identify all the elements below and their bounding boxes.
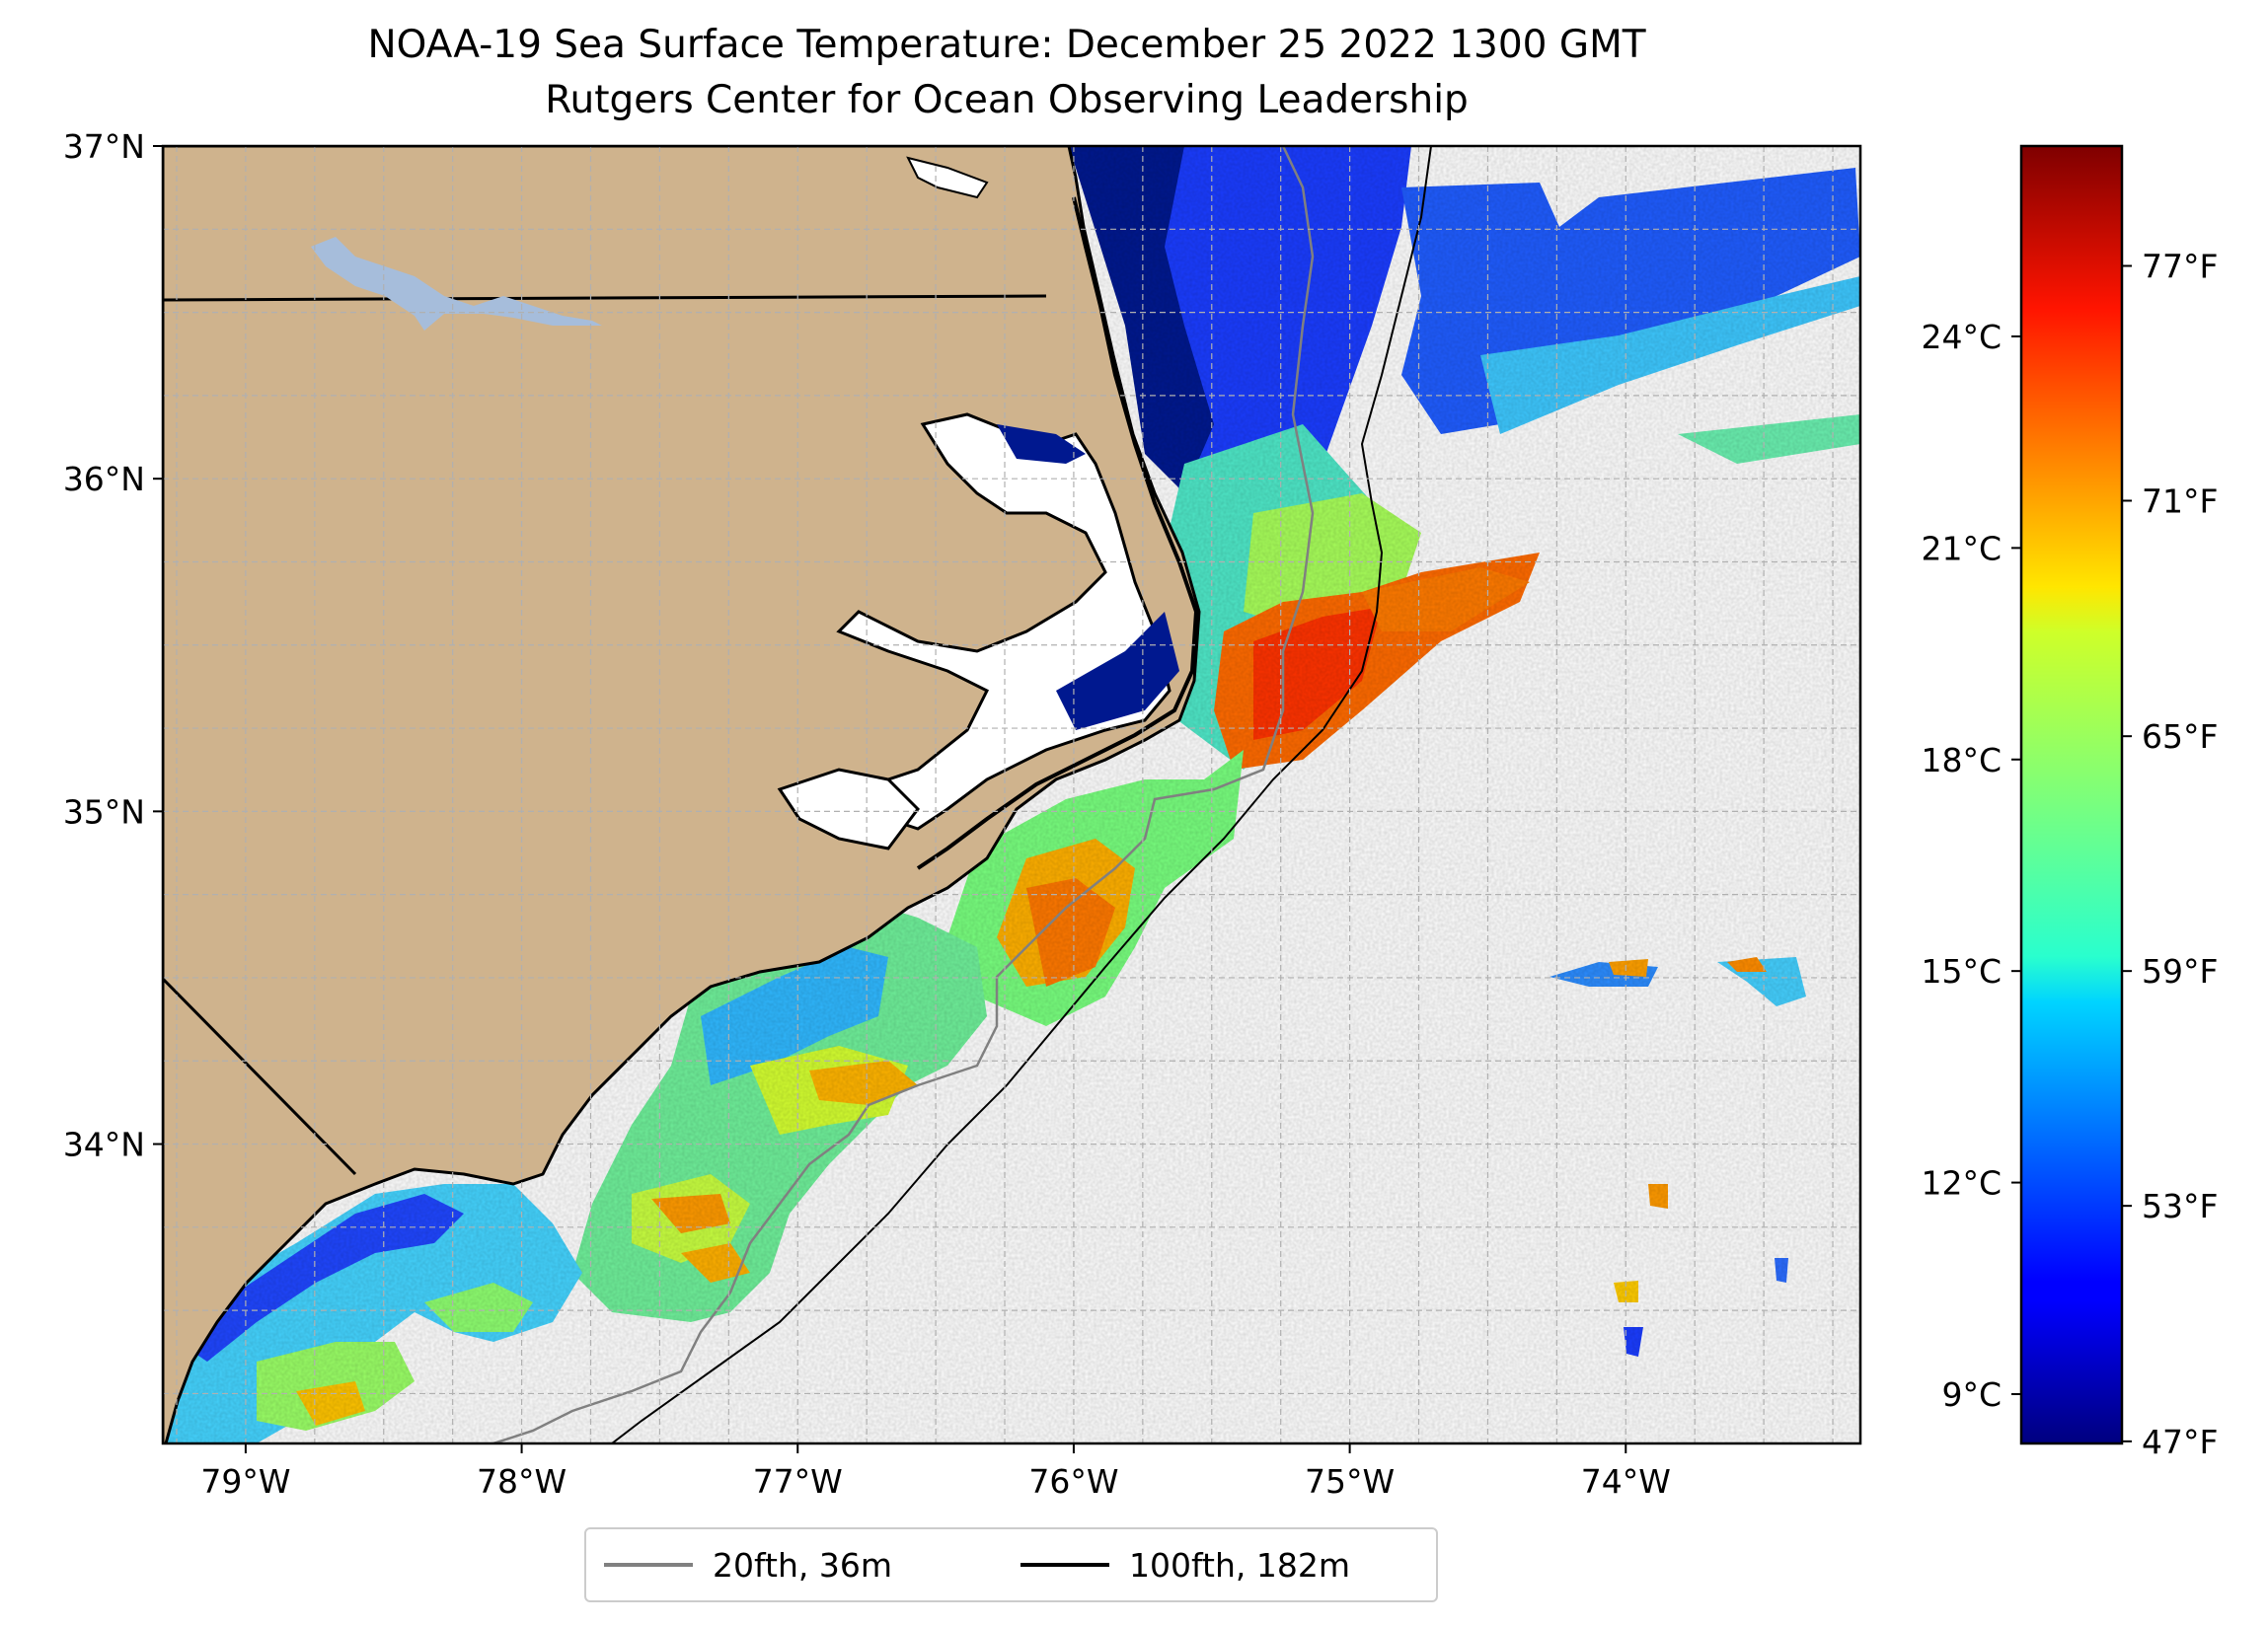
- va-nc-border: [163, 294, 1047, 302]
- colorbar-f-label: 65°F: [2142, 717, 2218, 756]
- nc-sc-border: [163, 977, 357, 1176]
- legend-swatch-100fth: [1021, 1563, 1109, 1567]
- colorbar-c-label: 15°C: [1921, 952, 2002, 991]
- gridlines: [163, 146, 1860, 1443]
- colorbar-f-label: 59°F: [2142, 952, 2218, 991]
- outer-banks: [916, 196, 1199, 870]
- x-tick-label: 77°W: [753, 1462, 843, 1501]
- colorbar-f-label: 71°F: [2142, 481, 2218, 520]
- x-tick-label: 79°W: [200, 1462, 290, 1501]
- colorbar-f-label: 53°F: [2142, 1187, 2218, 1225]
- legend: 20fth, 36m 100fth, 182m: [584, 1527, 1438, 1602]
- legend-entry-20fth: 20fth, 36m: [604, 1529, 892, 1600]
- x-axis: 79°W 78°W 77°W 76°W 75°W 74°W: [200, 1443, 1671, 1501]
- title-line1: NOAA-19 Sea Surface Temperature: Decembe…: [367, 23, 1646, 67]
- x-tick-label: 75°W: [1305, 1462, 1395, 1501]
- colorbar-c-label: 9°C: [1941, 1375, 2002, 1414]
- legend-entry-100fth: 100fth, 182m: [1021, 1529, 1350, 1600]
- colorbar-f-label: 47°F: [2142, 1423, 2218, 1461]
- colorbar-c-label: 21°C: [1921, 529, 2002, 567]
- isobath-100fth: [611, 146, 1432, 1443]
- y-tick-label: 36°N: [63, 460, 145, 498]
- legend-label-100fth: 100fth, 182m: [1129, 1545, 1350, 1585]
- x-tick-label: 78°W: [477, 1462, 567, 1501]
- y-tick-label: 35°N: [63, 792, 145, 831]
- colorbar-celsius-axis: 9°C 12°C 15°C 18°C 21°C 24°C: [1921, 318, 2021, 1414]
- legend-label-20fth: 20fth, 36m: [713, 1545, 892, 1585]
- colorbar-c-label: 12°C: [1921, 1164, 2002, 1203]
- colorbar: [2019, 144, 2124, 1445]
- isobath-20fth: [492, 146, 1315, 1443]
- colorbar-c-label: 24°C: [1921, 318, 2002, 356]
- y-tick-label: 34°N: [63, 1126, 145, 1164]
- y-tick-label: 37°N: [63, 127, 145, 166]
- x-tick-label: 76°W: [1028, 1462, 1118, 1501]
- lake: [311, 237, 602, 331]
- legend-swatch-20fth: [604, 1563, 693, 1567]
- colorbar-c-label: 18°C: [1921, 741, 2002, 779]
- colorbar-fahrenheit-axis: 47°F 53°F 59°F 65°F 71°F 77°F: [2122, 247, 2218, 1461]
- y-axis: 37°N 36°N 35°N 34°N: [63, 127, 163, 1164]
- title-line2: Rutgers Center for Ocean Observing Leade…: [545, 78, 1469, 122]
- map-frame: [161, 144, 1862, 1445]
- x-tick-label: 74°W: [1581, 1462, 1671, 1501]
- colorbar-f-label: 77°F: [2142, 247, 2218, 285]
- land-mass: [163, 146, 1201, 1443]
